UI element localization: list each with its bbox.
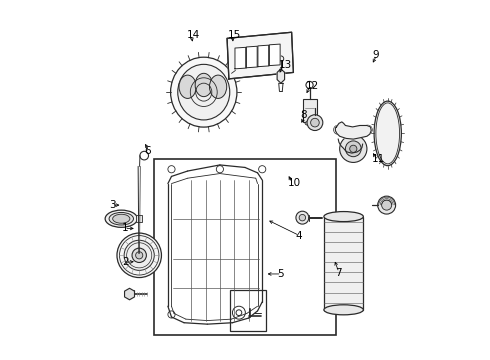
Polygon shape (246, 46, 257, 68)
Ellipse shape (324, 305, 364, 315)
Circle shape (340, 135, 367, 162)
Ellipse shape (305, 121, 314, 126)
Ellipse shape (324, 212, 364, 222)
Ellipse shape (178, 64, 230, 120)
Text: 13: 13 (279, 60, 293, 70)
Circle shape (117, 233, 161, 278)
Circle shape (296, 211, 309, 224)
Text: 3: 3 (109, 200, 116, 210)
Text: 2: 2 (122, 257, 128, 267)
Circle shape (350, 145, 357, 152)
Circle shape (311, 118, 319, 127)
Circle shape (299, 215, 306, 221)
Text: 4: 4 (295, 231, 302, 240)
Polygon shape (124, 288, 134, 300)
Bar (303, 99, 317, 122)
Text: 12: 12 (306, 81, 319, 91)
Polygon shape (277, 69, 285, 83)
Bar (136, 215, 142, 222)
Circle shape (307, 115, 323, 131)
Text: 7: 7 (335, 267, 341, 278)
Text: 15: 15 (228, 30, 242, 40)
Circle shape (132, 248, 147, 262)
Text: 11: 11 (372, 154, 386, 164)
Polygon shape (258, 45, 269, 67)
Text: 5: 5 (277, 269, 284, 279)
Text: 8: 8 (300, 111, 307, 121)
Circle shape (124, 240, 154, 270)
Text: 1: 1 (122, 224, 128, 233)
Ellipse shape (171, 57, 237, 127)
Polygon shape (335, 122, 371, 139)
Circle shape (345, 141, 361, 157)
Ellipse shape (105, 210, 137, 227)
Ellipse shape (195, 73, 212, 96)
Circle shape (378, 196, 395, 214)
Text: 14: 14 (187, 30, 200, 40)
Ellipse shape (374, 101, 401, 166)
Ellipse shape (113, 214, 130, 223)
Bar (230, 290, 266, 331)
Circle shape (382, 200, 392, 210)
Polygon shape (235, 47, 245, 69)
Ellipse shape (179, 75, 196, 98)
Ellipse shape (210, 75, 227, 98)
Bar (324, 217, 364, 310)
Text: 6: 6 (145, 146, 151, 156)
Text: 9: 9 (372, 50, 379, 60)
Circle shape (136, 252, 143, 259)
Ellipse shape (109, 212, 133, 225)
Polygon shape (227, 32, 294, 79)
Polygon shape (270, 44, 280, 66)
Ellipse shape (376, 103, 399, 164)
Text: 10: 10 (288, 178, 301, 188)
Bar (153, 159, 337, 335)
